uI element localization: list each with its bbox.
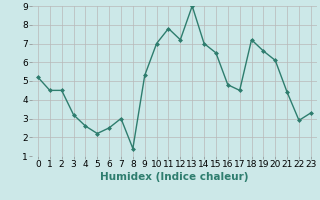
X-axis label: Humidex (Indice chaleur): Humidex (Indice chaleur): [100, 172, 249, 182]
